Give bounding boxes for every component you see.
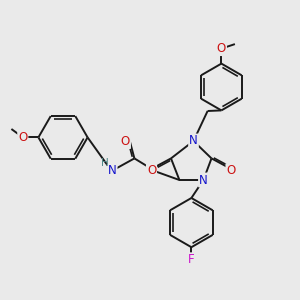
Text: N: N — [108, 164, 117, 178]
Text: N: N — [199, 173, 208, 187]
Text: O: O — [121, 135, 130, 148]
Text: O: O — [147, 164, 156, 177]
Text: N: N — [189, 134, 198, 148]
Text: O: O — [18, 131, 27, 144]
Text: F: F — [188, 253, 195, 266]
Text: H: H — [101, 158, 109, 168]
Text: O: O — [217, 42, 226, 55]
Text: O: O — [226, 164, 236, 177]
